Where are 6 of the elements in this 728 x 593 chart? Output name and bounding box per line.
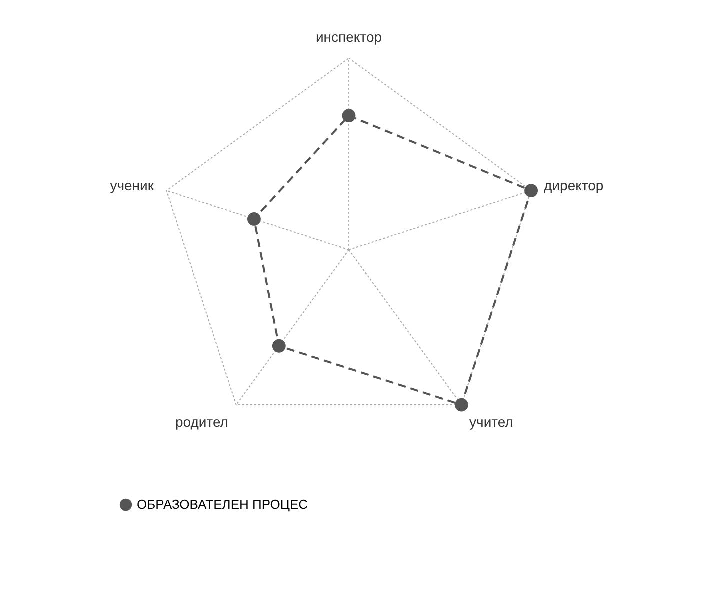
spoke-label: ученик	[110, 178, 155, 194]
spoke-label: учител	[470, 414, 514, 430]
spoke-label: инспектор	[316, 28, 382, 45]
legend-label: ОБРАЗОВАТЕЛЕН ПРОЦЕС	[137, 497, 308, 512]
spoke-label: родител	[175, 414, 228, 430]
spoke-label: директор	[544, 178, 604, 194]
